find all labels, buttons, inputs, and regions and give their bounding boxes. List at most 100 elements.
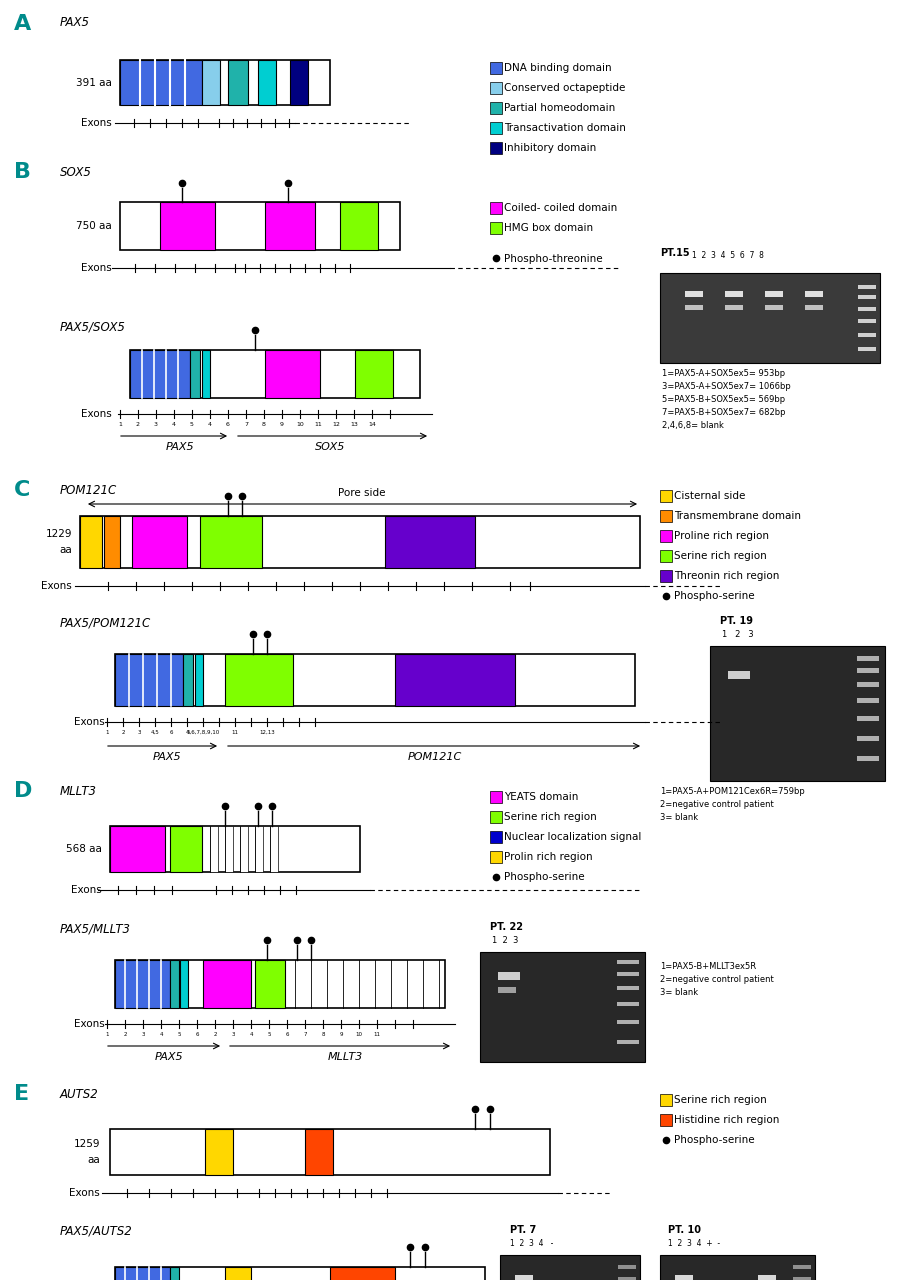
Text: PAX5/AUTS2: PAX5/AUTS2 (60, 1225, 133, 1238)
Text: D: D (14, 781, 32, 801)
Bar (115, 654, 183, 707)
Bar (80, 516, 640, 568)
Text: A: A (14, 14, 32, 35)
Bar (265, 349, 320, 398)
Bar (160, 202, 215, 250)
Bar (728, 671, 750, 678)
Text: 10: 10 (355, 1032, 363, 1037)
Bar (180, 960, 188, 1009)
Bar (132, 516, 187, 568)
Text: Inhibitory domain: Inhibitory domain (504, 143, 596, 154)
Bar (500, 1254, 640, 1280)
Bar (355, 349, 393, 398)
Text: Exons: Exons (74, 1019, 105, 1029)
Text: Proline rich region: Proline rich region (674, 531, 769, 541)
Text: 2: 2 (213, 1032, 216, 1037)
Bar (490, 221, 502, 234)
Bar (660, 530, 672, 541)
Bar (858, 333, 876, 337)
Bar (710, 646, 885, 781)
Text: 6: 6 (195, 1032, 198, 1037)
Bar (617, 1002, 639, 1006)
Text: MLLT3: MLLT3 (60, 785, 97, 797)
Bar (228, 60, 248, 105)
Bar (857, 698, 879, 703)
Bar (170, 826, 202, 872)
Bar (490, 61, 502, 74)
Bar (725, 291, 743, 297)
Bar (202, 60, 220, 105)
Bar (685, 305, 703, 310)
Bar (858, 307, 876, 311)
Text: Histidine rich region: Histidine rich region (674, 1115, 779, 1125)
Text: Threonin rich region: Threonin rich region (674, 571, 779, 581)
Bar (490, 122, 502, 134)
Bar (290, 60, 308, 105)
Bar (258, 60, 276, 105)
Text: Partial homeodomain: Partial homeodomain (504, 102, 615, 113)
Text: 3: 3 (137, 730, 141, 735)
Text: 1=PAX5-A+SOX5ex5= 953bp: 1=PAX5-A+SOX5ex5= 953bp (662, 369, 785, 378)
Text: 7: 7 (303, 1032, 307, 1037)
Text: 1  2  3  4   -: 1 2 3 4 - (510, 1239, 553, 1248)
Bar (660, 1094, 672, 1106)
Text: 2: 2 (136, 422, 140, 428)
Text: 2,4,6,8= blank: 2,4,6,8= blank (662, 421, 724, 430)
Bar (120, 60, 202, 105)
Bar (857, 756, 879, 762)
Text: 10: 10 (296, 422, 304, 428)
Bar (857, 716, 879, 721)
Bar (170, 1267, 179, 1280)
Text: Serine rich region: Serine rich region (504, 812, 597, 822)
Text: 6: 6 (226, 422, 230, 428)
Bar (203, 960, 251, 1009)
Bar (340, 202, 378, 250)
Bar (490, 791, 502, 803)
Bar (617, 972, 639, 975)
Text: 4: 4 (160, 1032, 162, 1037)
Text: 5: 5 (190, 422, 194, 428)
Bar (195, 654, 203, 707)
Bar (330, 1267, 395, 1280)
Bar (660, 1254, 815, 1280)
Text: HMG box domain: HMG box domain (504, 223, 594, 233)
Bar (857, 736, 879, 741)
Bar (270, 826, 278, 872)
Bar (120, 60, 330, 105)
Bar (490, 831, 502, 844)
Bar (660, 490, 672, 502)
Text: AUTS2: AUTS2 (60, 1088, 98, 1101)
Bar (110, 826, 165, 872)
Bar (305, 1129, 333, 1175)
Bar (490, 82, 502, 93)
Bar (225, 654, 293, 707)
Text: SOX5: SOX5 (60, 166, 92, 179)
Text: 12,13: 12,13 (259, 730, 275, 735)
Text: 750 aa: 750 aa (77, 221, 112, 230)
Bar (490, 142, 502, 154)
Text: E: E (14, 1084, 29, 1103)
Text: PAX5/MLLT3: PAX5/MLLT3 (60, 922, 131, 934)
Text: Phospho-serine: Phospho-serine (504, 872, 584, 882)
Text: PAX5/SOX5: PAX5/SOX5 (60, 320, 126, 333)
Text: PT. 22: PT. 22 (490, 922, 523, 932)
Bar (857, 655, 879, 660)
Text: 3= blank: 3= blank (660, 813, 698, 822)
Bar (170, 960, 179, 1009)
Bar (793, 1265, 811, 1268)
Text: aa: aa (87, 1155, 100, 1165)
Text: 12: 12 (332, 422, 340, 428)
Text: 5=PAX5-B+SOX5ex5= 569bp: 5=PAX5-B+SOX5ex5= 569bp (662, 396, 785, 404)
Text: Conserved octapeptide: Conserved octapeptide (504, 83, 625, 93)
Text: 4,5: 4,5 (151, 730, 160, 735)
Bar (490, 812, 502, 823)
Text: 3=PAX5-A+SOX5ex7= 1066bp: 3=PAX5-A+SOX5ex7= 1066bp (662, 381, 791, 390)
Bar (115, 654, 635, 707)
Text: PT. 10: PT. 10 (668, 1225, 701, 1235)
Text: Serine rich region: Serine rich region (674, 550, 767, 561)
Bar (115, 1267, 485, 1280)
Bar (80, 516, 102, 568)
Text: PT.15: PT.15 (660, 248, 690, 259)
Text: 7: 7 (244, 422, 248, 428)
Text: Exons: Exons (81, 262, 112, 273)
